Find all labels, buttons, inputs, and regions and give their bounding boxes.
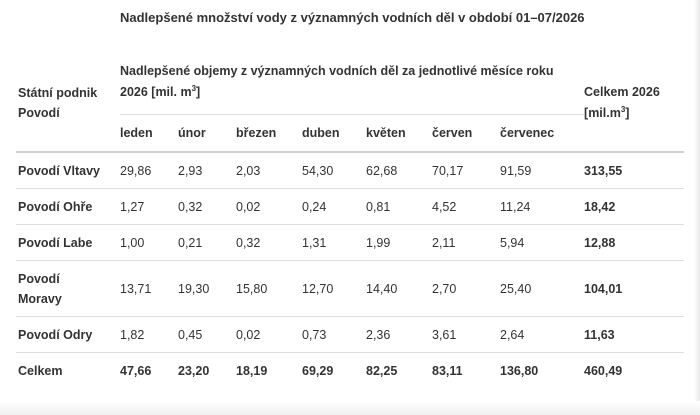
- month-header: červen: [432, 126, 473, 140]
- table-cell: 3,61: [432, 327, 457, 342]
- right-edge-shadow: [694, 0, 700, 415]
- table-cell: 5,94: [500, 235, 525, 250]
- table-cell: 2,36: [366, 327, 391, 342]
- table-cell: 62,68: [366, 163, 398, 178]
- sum-cell: 18,19: [236, 363, 268, 378]
- header-podnik: Státní podnik Povodí: [16, 54, 120, 152]
- header-podnik-line1: Státní podnik: [18, 85, 98, 100]
- sum-total: 460,49: [584, 363, 623, 378]
- table-cell: 0,73: [302, 327, 327, 342]
- row-total: 11,63: [584, 327, 615, 342]
- sum-cell: 23,20: [178, 363, 210, 378]
- table-cell: 1,31: [302, 235, 327, 250]
- table-cell: 70,17: [432, 163, 464, 178]
- table-cell: 4,52: [432, 199, 457, 214]
- table-row: Povodí Moravy 13,71 19,30 15,80 12,70 14…: [16, 260, 685, 317]
- row-name: Povodí Ohře: [18, 199, 93, 214]
- table-cell: 1,99: [366, 235, 391, 250]
- table-cell: 2,03: [236, 163, 261, 178]
- table-cell: 14,40: [366, 281, 398, 296]
- table-row: Povodí Labe 1,00 0,21 0,32 1,31 1,99 2,1…: [16, 224, 685, 261]
- header-row: Státní podnik Povodí Nadlepšené objemy z…: [16, 54, 684, 120]
- table-cell: 19,30: [178, 281, 210, 296]
- sum-row: Celkem 47,66 23,20 18,19 69,29 82,25 83,…: [16, 352, 685, 389]
- water-volume-table: Státní podnik Povodí Nadlepšené objemy z…: [16, 54, 685, 389]
- table-row: Povodí Ohře 1,27 0,32 0,02 0,24 0,81 4,5…: [16, 188, 685, 225]
- month-header: leden: [120, 126, 153, 140]
- table-cell: 0,02: [236, 327, 261, 342]
- table-cell: 2,64: [500, 327, 525, 342]
- row-name: Povodí Vltavy: [18, 163, 100, 178]
- table-cell: 1,27: [120, 199, 145, 214]
- header-total-line2: [mil.m3]: [584, 104, 630, 120]
- table-cell: 13,71: [120, 281, 152, 296]
- table-cell: 0,32: [178, 199, 203, 214]
- header-monthly-group: Nadlepšené objemy z významných vodních d…: [120, 54, 585, 115]
- sum-cell: 69,29: [302, 363, 334, 378]
- header-group-line2: 2026 [mil. m3]: [120, 83, 201, 99]
- table-cell: 1,82: [120, 327, 145, 342]
- table-cell: 15,80: [236, 281, 268, 296]
- table-cell: 0,24: [302, 199, 327, 214]
- sum-cell: 136,80: [500, 363, 539, 378]
- table-cell: 0,32: [236, 235, 261, 250]
- row-name: Povodí Moravy: [16, 261, 120, 317]
- table-cell: 1,00: [120, 235, 145, 250]
- table-cell: 54,30: [302, 163, 334, 178]
- table-cell: 29,86: [120, 163, 152, 178]
- row-total: 313,55: [584, 163, 623, 178]
- sum-cell: 82,25: [366, 363, 398, 378]
- table-cell: 91,59: [500, 163, 532, 178]
- table-cell: 2,70: [432, 281, 457, 296]
- month-header: květen: [366, 126, 406, 140]
- table-cell: 0,21: [178, 235, 203, 250]
- table-cell: 0,02: [236, 199, 261, 214]
- header-podnik-line2: Povodí: [18, 105, 60, 120]
- row-name: Povodí Labe: [18, 235, 93, 250]
- row-name: Povodí Odry: [18, 327, 93, 342]
- header-total: Celkem 2026 [mil.m3]: [584, 54, 684, 152]
- month-header-row: leden únor březen duben květen červen če…: [16, 115, 684, 153]
- sum-row-name: Celkem: [18, 363, 63, 378]
- table-cell: 0,81: [366, 199, 391, 214]
- month-header: červenec: [500, 126, 555, 140]
- row-name-line2: Moravy: [18, 291, 62, 306]
- header-total-line1: Celkem 2026: [584, 84, 660, 99]
- table-cell: 0,45: [178, 327, 203, 342]
- table-cell: 25,40: [500, 281, 532, 296]
- table-cell: 11,24: [500, 199, 531, 214]
- table-row: Povodí Odry 1,82 0,45 0,02 0,73 2,36 3,6…: [16, 316, 685, 353]
- row-name-line1: Povodí: [18, 271, 60, 286]
- sum-cell: 47,66: [120, 363, 152, 378]
- row-total: 104,01: [584, 281, 623, 296]
- table-cell: 2,93: [178, 163, 203, 178]
- table-row: Povodí Vltavy 29,86 2,93 2,03 54,30 62,6…: [16, 152, 685, 189]
- header-group-line1: Nadlepšené objemy z významných vodních d…: [120, 63, 554, 78]
- bottom-edge-shadow: [0, 401, 700, 415]
- row-total: 12,88: [584, 235, 616, 250]
- month-header: březen: [236, 126, 277, 140]
- table-cell: 12,70: [302, 281, 334, 296]
- row-total: 18,42: [584, 199, 616, 214]
- sum-cell: 83,11: [432, 363, 463, 378]
- table-title: Nadlepšené množství vody z významných vo…: [120, 10, 585, 25]
- month-header: duben: [302, 126, 340, 140]
- table-cell: 2,11: [432, 235, 456, 250]
- month-header: únor: [178, 126, 206, 140]
